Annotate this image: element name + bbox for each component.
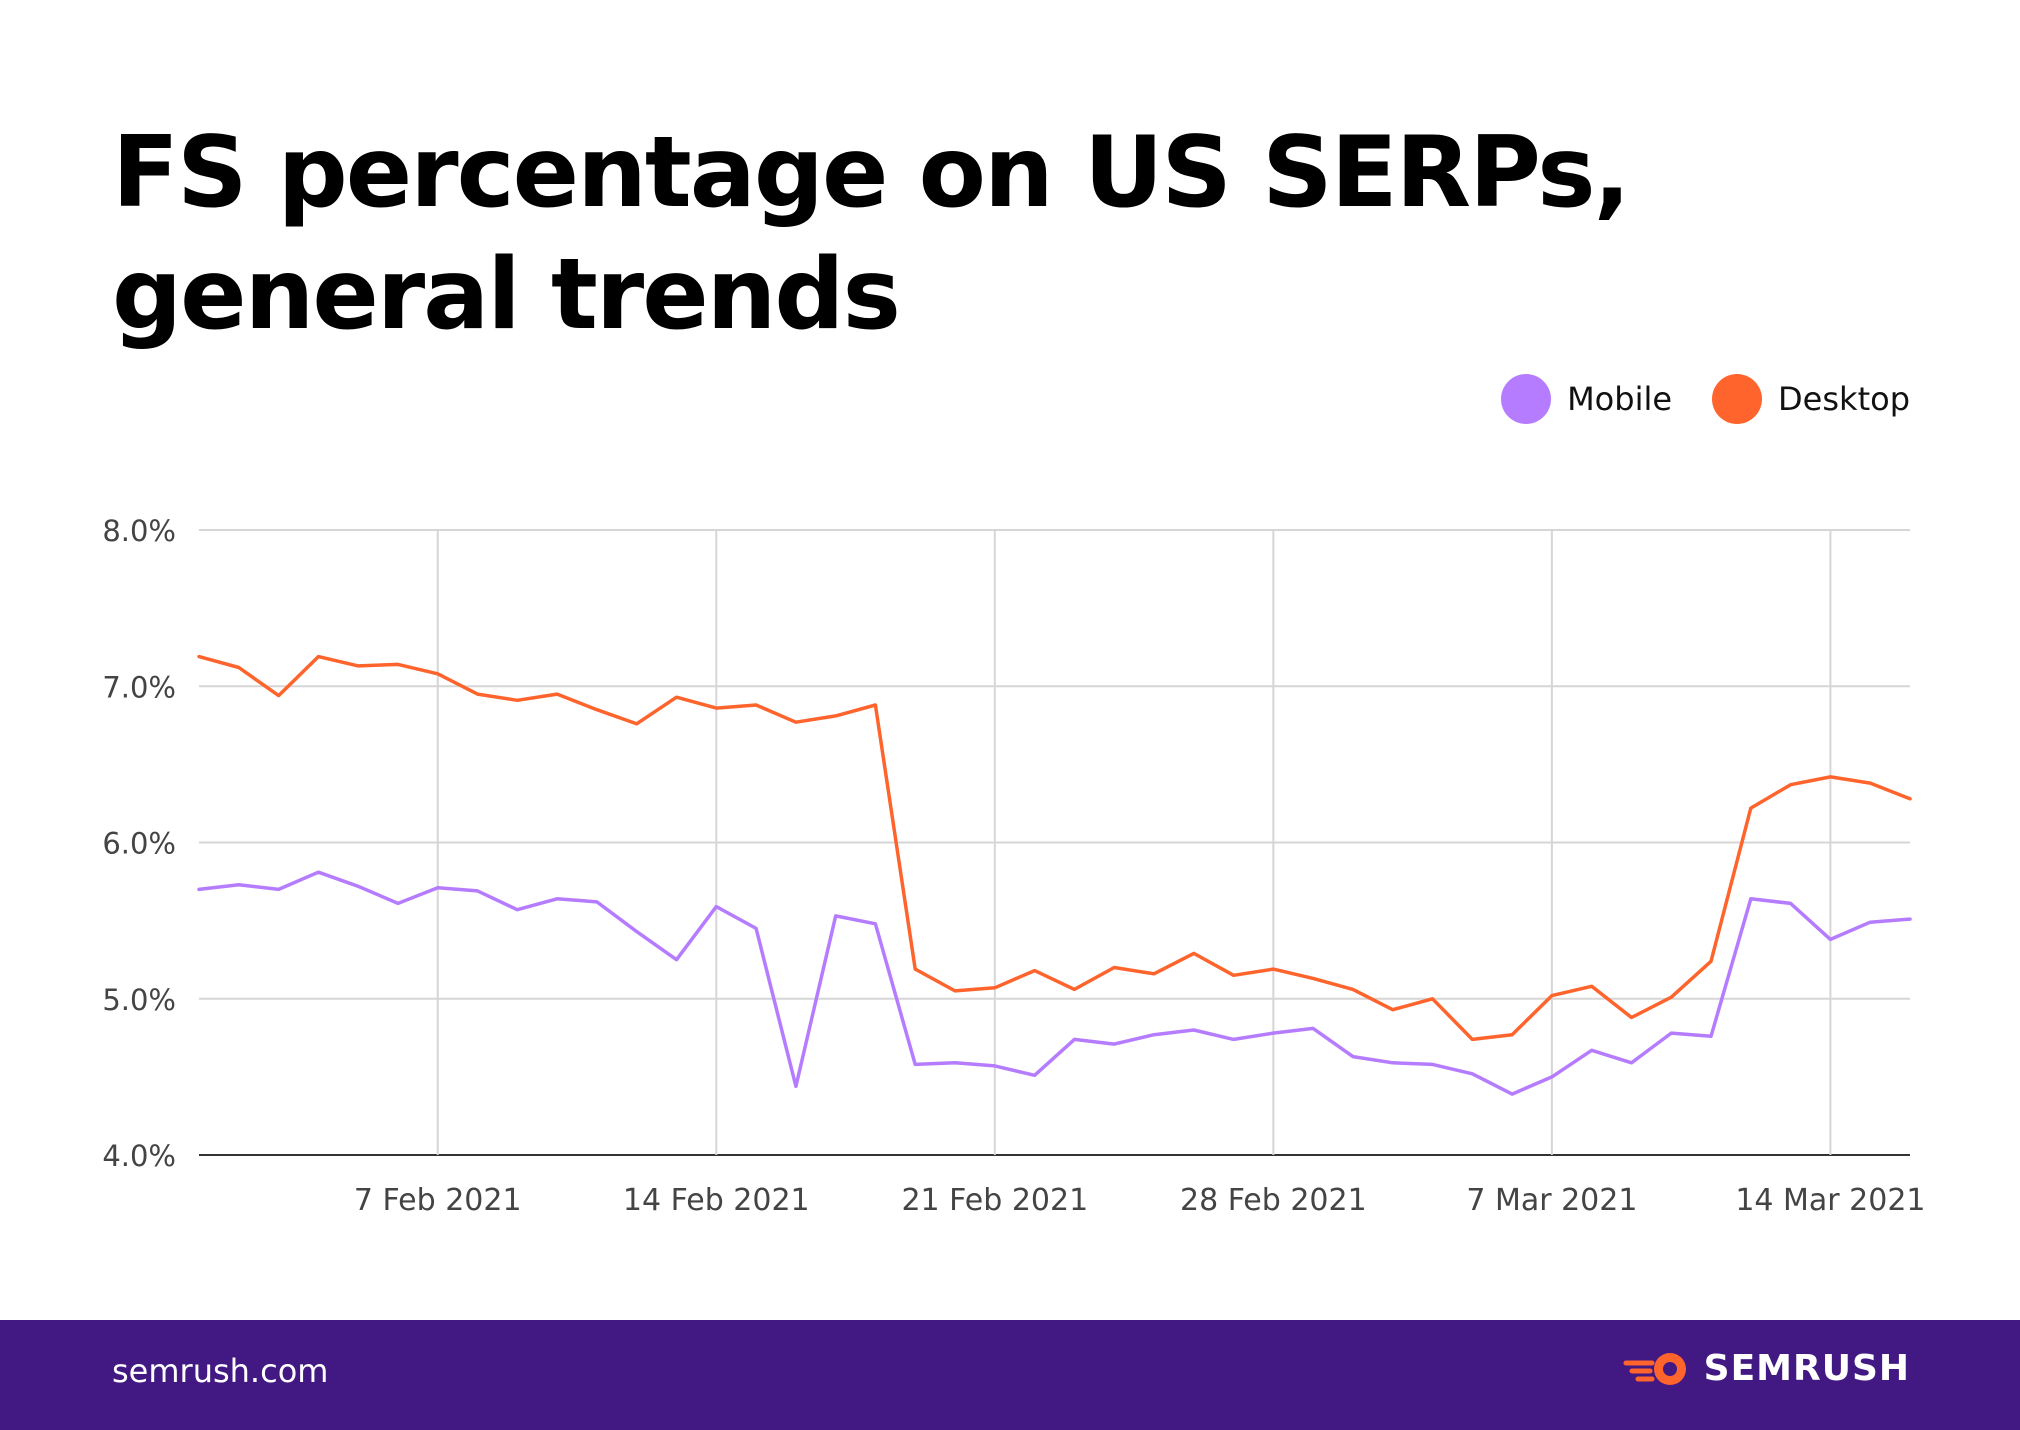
brand-name: SEMRUSH bbox=[1703, 1348, 1910, 1389]
x-tick-label: 7 Feb 2021 bbox=[354, 1183, 522, 1218]
brand-logo[interactable]: SEMRUSH bbox=[1622, 1348, 1910, 1389]
x-tick-label: 21 Feb 2021 bbox=[901, 1183, 1088, 1218]
chart-title: FS percentage on US SERPs, general trend… bbox=[112, 112, 1712, 356]
footer-url[interactable]: semrush.com bbox=[112, 1352, 329, 1390]
y-tick-label: 8.0% bbox=[102, 514, 176, 548]
axis-layer: 8.0% 7.0% 6.0% 5.0% 4.0% 7 Feb 2021 14 Feb 202… bbox=[102, 514, 1925, 1218]
legend-item-mobile[interactable]: Mobile bbox=[1501, 374, 1672, 424]
title-line-2: general trends bbox=[112, 238, 901, 352]
x-tick-label: 14 Mar 2021 bbox=[1735, 1183, 1925, 1218]
legend-dot-mobile-icon bbox=[1501, 374, 1552, 424]
footer-bar: semrush.com SEMRUSH bbox=[0, 1320, 2020, 1430]
y-tick-label: 7.0% bbox=[102, 670, 176, 704]
legend-dot-desktop-icon bbox=[1712, 374, 1763, 424]
legend-label-desktop: Desktop bbox=[1778, 380, 1910, 418]
y-tick-label: 5.0% bbox=[102, 983, 176, 1017]
x-tick-label: 14 Feb 2021 bbox=[623, 1183, 810, 1218]
series-line-mobile bbox=[197, 870, 1912, 1096]
title-line-1: FS percentage on US SERPs, bbox=[112, 116, 1631, 230]
legend-label-mobile: Mobile bbox=[1567, 380, 1673, 418]
grid-layer bbox=[199, 529, 1910, 1156]
chart-legend: Mobile Desktop bbox=[1501, 374, 1910, 424]
y-tick-label: 4.0% bbox=[102, 1139, 176, 1173]
series-layer bbox=[197, 654, 1912, 1096]
semrush-flame-icon bbox=[1623, 1352, 1686, 1385]
line-chart: 8.0% 7.0% 6.0% 5.0% 4.0% 7 Feb 2021 14 Feb 202… bbox=[102, 514, 1925, 1218]
x-tick-label: 7 Mar 2021 bbox=[1466, 1183, 1637, 1218]
y-tick-label: 6.0% bbox=[102, 827, 176, 861]
series-line-desktop bbox=[197, 654, 1912, 1042]
legend-item-desktop[interactable]: Desktop bbox=[1712, 374, 1910, 424]
x-tick-label: 28 Feb 2021 bbox=[1180, 1183, 1367, 1218]
